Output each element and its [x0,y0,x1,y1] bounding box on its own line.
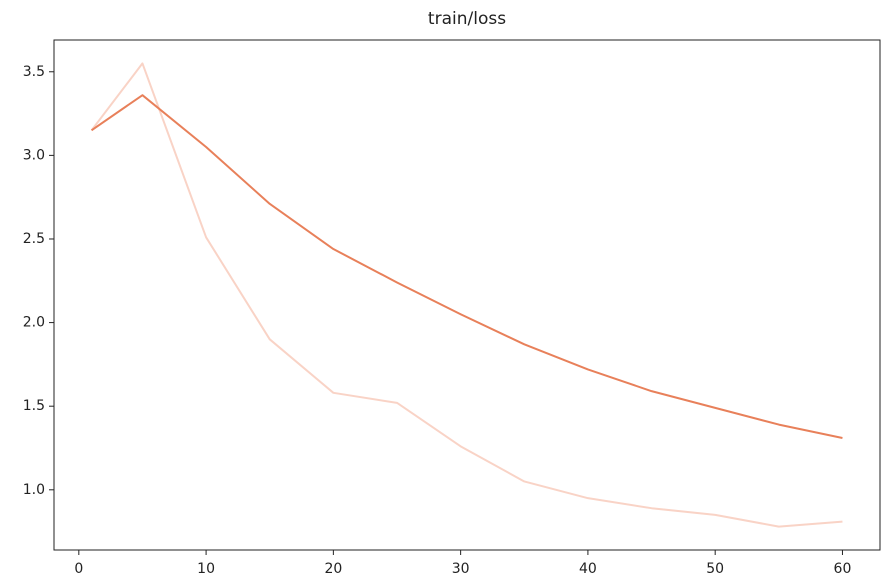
x-tick-label: 30 [452,561,470,577]
chart-title: train/loss [428,9,506,29]
plot-frame [53,39,881,551]
series-line [90,94,843,439]
x-tick-label: 10 [197,561,215,577]
y-tick-label: 1.0 [23,482,45,498]
y-tick-label: 3.0 [23,147,45,163]
y-tick-label: 3.5 [23,64,45,80]
series-line [90,62,843,528]
x-tick-label: 20 [324,561,342,577]
x-tick-label: 0 [74,561,83,577]
x-tick-label: 50 [706,561,724,577]
y-tick-label: 1.5 [23,398,45,414]
y-tick-label: 2.0 [23,315,45,331]
y-tick-label: 2.5 [23,231,45,247]
x-tick-label: 40 [579,561,597,577]
x-tick-label: 60 [834,561,852,577]
